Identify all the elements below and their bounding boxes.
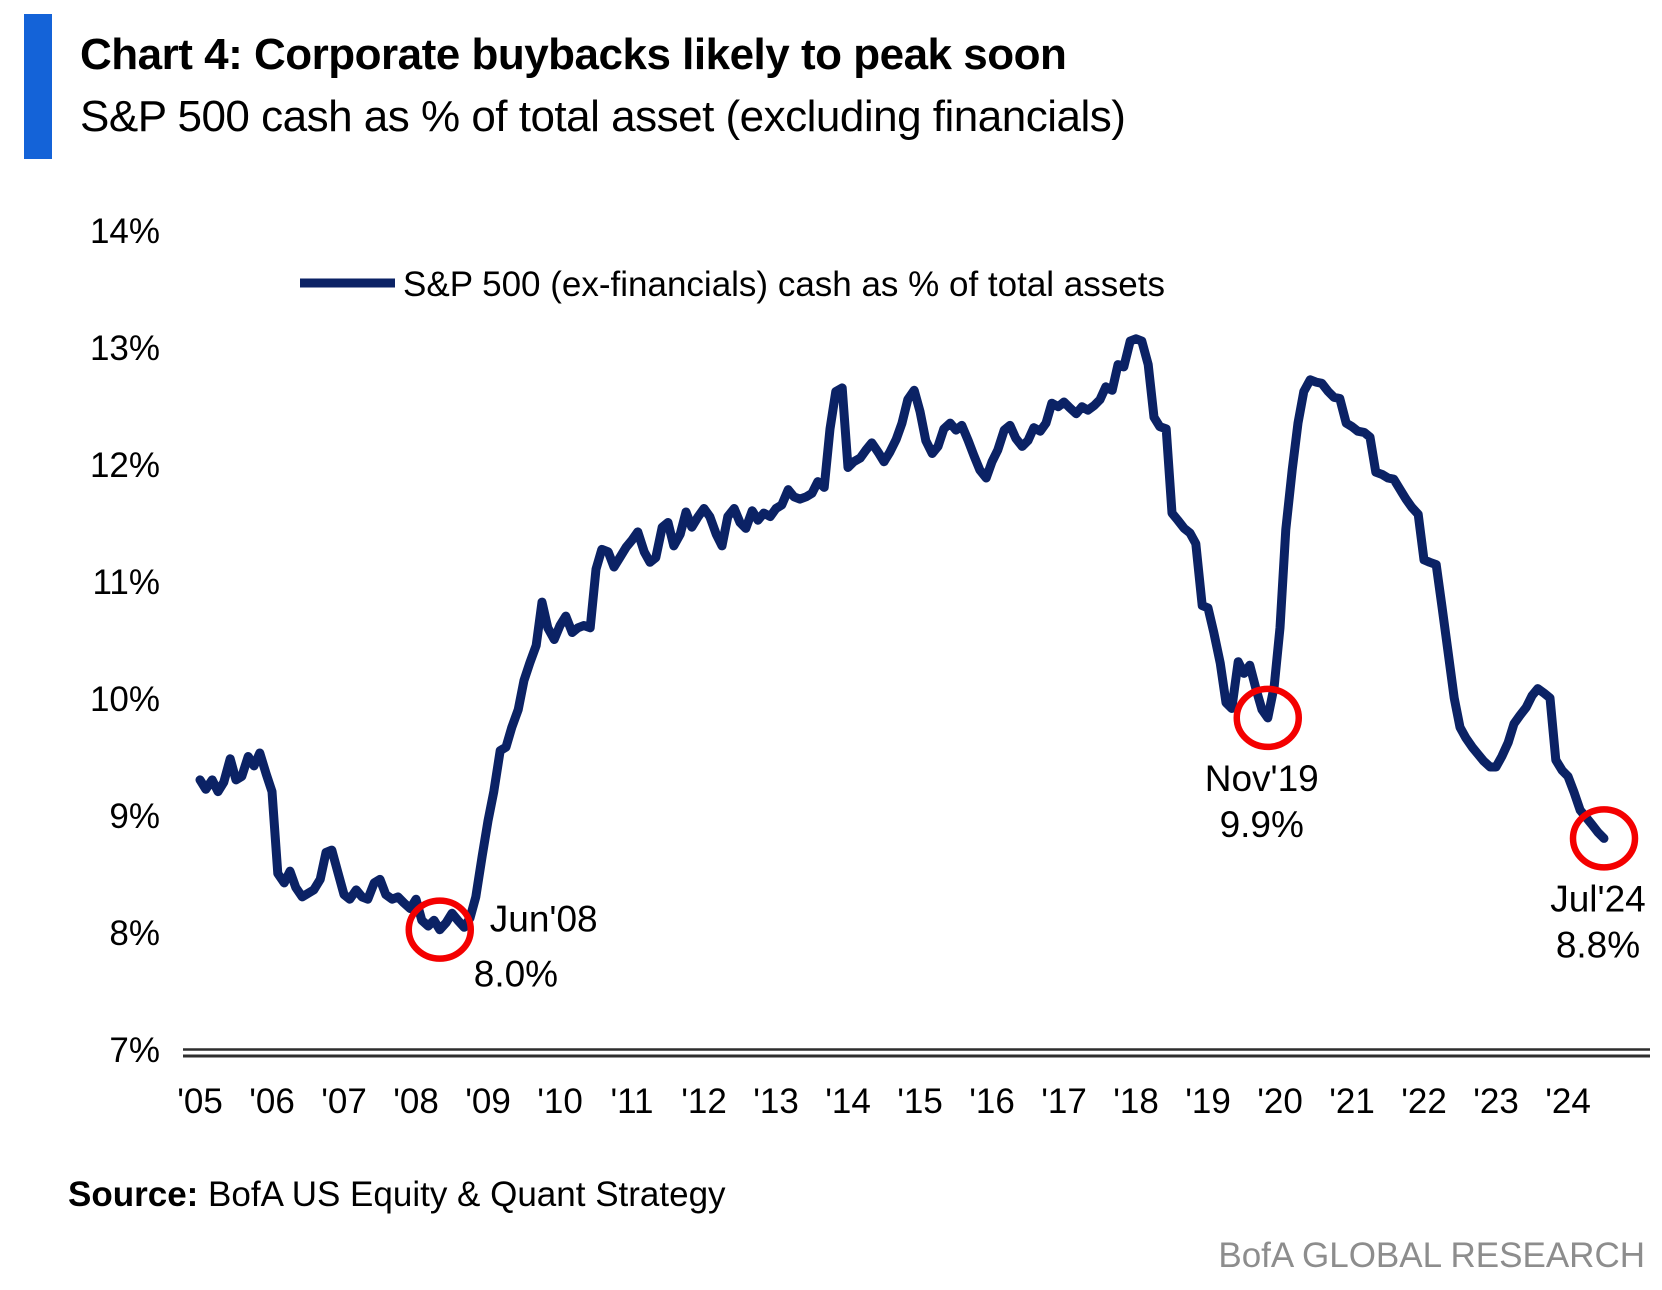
x-axis-label: '17 [1041,1082,1087,1121]
y-axis-label: 8% [109,914,160,953]
y-axis-labels: 14% 13% 12% 11% 10% 9% 8% 7% [90,212,160,1070]
series-line [195,334,1609,935]
chart-title: Chart 4: Corporate buybacks likely to pe… [80,30,1067,79]
x-axis-label: '05 [177,1082,223,1121]
chart-subtitle: S&P 500 cash as % of total asset (exclud… [80,92,1126,141]
y-axis-label: 12% [90,446,160,485]
x-axis-label: '12 [681,1082,727,1121]
x-axis-label: '21 [1329,1082,1375,1121]
legend: S&P 500 (ex-financials) cash as % of tot… [300,265,1165,304]
annotation-circle [1233,685,1303,751]
brand-mark: BofA GLOBAL RESEARCH [1218,1236,1645,1275]
x-axis-label: '07 [321,1082,367,1121]
source-note: Source: BofA US Equity & Quant Strategy [68,1175,726,1215]
x-axis-label: '13 [753,1082,799,1121]
source-label: Source: [68,1175,199,1214]
y-axis-label: 11% [93,563,160,602]
x-axis-label: '11 [610,1082,653,1121]
annotation-date-label: Jul'24 [1550,878,1646,919]
annotation-date-label: Jun'08 [490,899,598,940]
y-axis-label: 9% [109,797,160,836]
y-axis-label: 7% [109,1031,160,1070]
x-axis-label: '20 [1257,1082,1303,1121]
y-axis-label: 10% [90,680,160,719]
annotation-value-label: 8.0% [474,954,558,995]
x-axis-label: '16 [969,1082,1015,1121]
x-axis-label: '22 [1401,1082,1447,1121]
x-axis-label: '10 [537,1082,583,1121]
x-axis-label: '24 [1545,1082,1591,1121]
x-axis-label: '06 [249,1082,295,1121]
annotation-circle [1569,806,1639,871]
annotation-circle [405,897,475,962]
annotation-date-label: Nov'19 [1205,758,1319,799]
x-axis-label: '08 [393,1082,439,1121]
x-axis-label: '18 [1113,1082,1159,1121]
x-axis-label: '14 [825,1082,871,1121]
y-axis-label: 14% [90,212,160,251]
annotation-value-label: 9.9% [1220,804,1304,845]
annotation-value-label: 8.8% [1556,924,1640,965]
x-axis-label: '15 [897,1082,943,1121]
accent-bar [24,14,52,159]
x-axis-labels: '05 '06 '07 '08 '09 '10 '11 '12 '13 '14 '15 '16 '17 '… [177,1082,1591,1121]
legend-label: S&P 500 (ex-financials) cash as % of tot… [403,265,1165,304]
source-text: BofA US Equity & Quant Strategy [198,1175,726,1214]
y-axis-label: 13% [90,329,160,368]
x-axis-label: '19 [1185,1082,1231,1121]
x-axis-label: '23 [1473,1082,1519,1121]
annotations: Jun'08 8.0% Nov'19 9.9% Jul'24 8.8% [405,685,1646,995]
x-axis-label: '09 [465,1082,511,1121]
